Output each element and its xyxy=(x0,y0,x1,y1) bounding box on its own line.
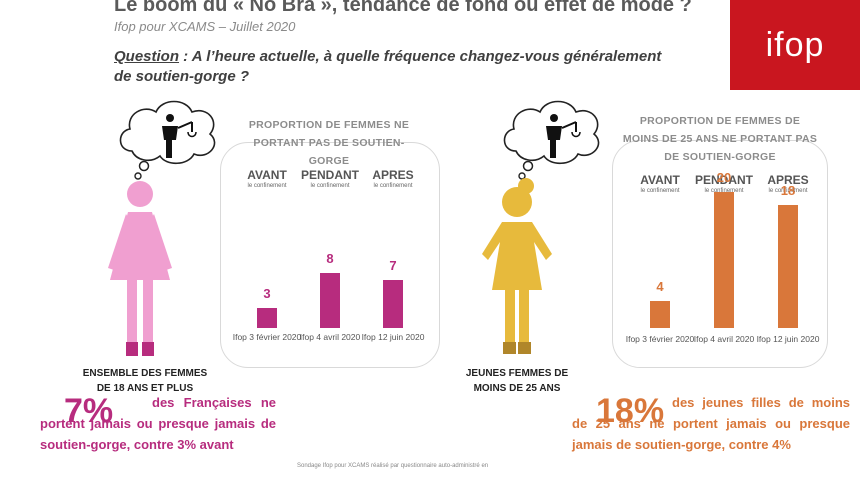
page-subtitle: Ifop pour XCAMS – Juillet 2020 xyxy=(114,19,296,34)
period-name: AVANT xyxy=(247,168,287,182)
bar xyxy=(383,280,403,328)
period-header: APRES le confinement xyxy=(358,168,428,189)
question-label: Question xyxy=(114,48,180,65)
category-label: Ifop 3 février 2020 xyxy=(625,334,695,344)
period-note: le confinement xyxy=(704,188,743,194)
bar-value-label: 18 xyxy=(780,183,796,199)
bar-value-label: 8 xyxy=(326,251,334,267)
bar xyxy=(257,307,277,328)
category-label: Ifop 12 juin 2020 xyxy=(756,334,820,344)
thought-bubble-bra-icon xyxy=(503,100,600,180)
period-name: APRES xyxy=(372,168,414,182)
category-label: Ifop 4 avril 2020 xyxy=(693,334,755,344)
chart-title-all-women: PROPORTION DE FEMMES NE PORTANT PAS DE S… xyxy=(248,119,410,167)
group-label-young-women: JEUNES FEMMES DE MOINS DE 25 ANS xyxy=(465,368,569,394)
period-note: le confinement xyxy=(768,188,808,194)
bar xyxy=(778,205,798,328)
period-header: AVANT le confinement xyxy=(232,168,302,189)
period-header: APRES le confinement xyxy=(753,173,823,194)
period-note: le confinement xyxy=(640,188,680,194)
ifop-logo: ifop xyxy=(730,0,860,90)
chart-title-young-women: PROPORTION DE FEMMES DE MOINS DE 25 ANS … xyxy=(622,115,818,163)
bar-value-label: 7 xyxy=(389,258,397,274)
chart-panel-young-women xyxy=(612,140,828,368)
thought-bubble-bra-icon xyxy=(119,100,216,180)
bar-value-label: 20 xyxy=(716,169,732,185)
bar-value-label: 3 xyxy=(263,285,271,301)
category-label: Ifop 3 février 2020 xyxy=(232,332,302,342)
group-label-all-women: ENSEMBLE DES FEMMES DE 18 ANS ET PLUS xyxy=(82,368,208,394)
period-name: AVANT xyxy=(640,173,680,187)
category-label: Ifop 12 juin 2020 xyxy=(361,332,425,342)
period-note: le confinement xyxy=(247,183,287,189)
stat-text-all-women: des Françaises ne portent jamais ou pres… xyxy=(40,395,276,452)
woman-figure-icon xyxy=(108,181,172,356)
bar-value-label: 4 xyxy=(656,278,664,294)
period-note: le confinement xyxy=(373,183,413,189)
bar xyxy=(714,191,734,328)
question-text: Question : A l’heure actuelle, à quelle … xyxy=(114,47,674,87)
period-name: PENDANT xyxy=(300,168,359,182)
footnote: Sondage Ifop pour XCAMS réalisé par ques… xyxy=(297,463,489,469)
question-body: : A l’heure actuelle, à quelle fréquence… xyxy=(114,48,662,85)
young-woman-figure-icon xyxy=(482,178,552,354)
bar xyxy=(650,300,670,328)
stat-text-young-women: des jeunes filles de moins de 25 ans ne … xyxy=(572,395,850,452)
category-label: Ifop 4 avril 2020 xyxy=(299,332,361,342)
stat-pct-all-women: 7% xyxy=(64,392,114,430)
bar xyxy=(320,273,340,328)
chart-panel-all-women xyxy=(220,142,440,368)
page-title: Le boom du « No Bra », tendance de fond … xyxy=(114,0,692,16)
stat-pct-young-women: 18% xyxy=(596,392,665,430)
period-name: PENDANT xyxy=(694,173,753,187)
period-name: APRES xyxy=(767,173,809,187)
period-note: le confinement xyxy=(310,183,350,189)
period-header: AVANT le confinement xyxy=(625,173,695,194)
